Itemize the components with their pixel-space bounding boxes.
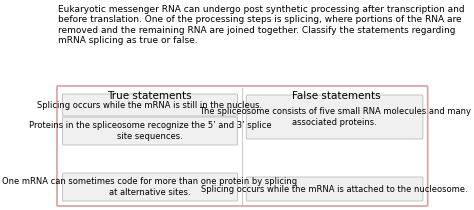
FancyBboxPatch shape <box>246 95 423 139</box>
Text: False statements: False statements <box>292 91 381 101</box>
Text: Splicing occurs while the mRNA is still in the nucleus.: Splicing occurs while the mRNA is still … <box>37 101 263 109</box>
Text: The spliceosome consists of five small RNA molecules and many
associated protein: The spliceosome consists of five small R… <box>199 107 471 127</box>
Text: One mRNA can sometimes code for more than one protein by splicing
at alternative: One mRNA can sometimes code for more tha… <box>2 177 298 197</box>
FancyBboxPatch shape <box>63 94 237 116</box>
FancyBboxPatch shape <box>57 86 428 206</box>
Text: True statements: True statements <box>107 91 191 101</box>
FancyBboxPatch shape <box>63 117 237 145</box>
FancyBboxPatch shape <box>246 177 423 201</box>
Text: Eukaryotic messenger RNA can undergo post synthetic processing after transcripti: Eukaryotic messenger RNA can undergo pos… <box>58 5 465 45</box>
FancyBboxPatch shape <box>63 173 237 201</box>
Text: Proteins in the spliceosome recognize the 5’ and 3’ splice
site sequences.: Proteins in the spliceosome recognize th… <box>29 121 271 141</box>
Text: Splicing occurs while the mRNA is attached to the nucleosome.: Splicing occurs while the mRNA is attach… <box>201 185 468 193</box>
